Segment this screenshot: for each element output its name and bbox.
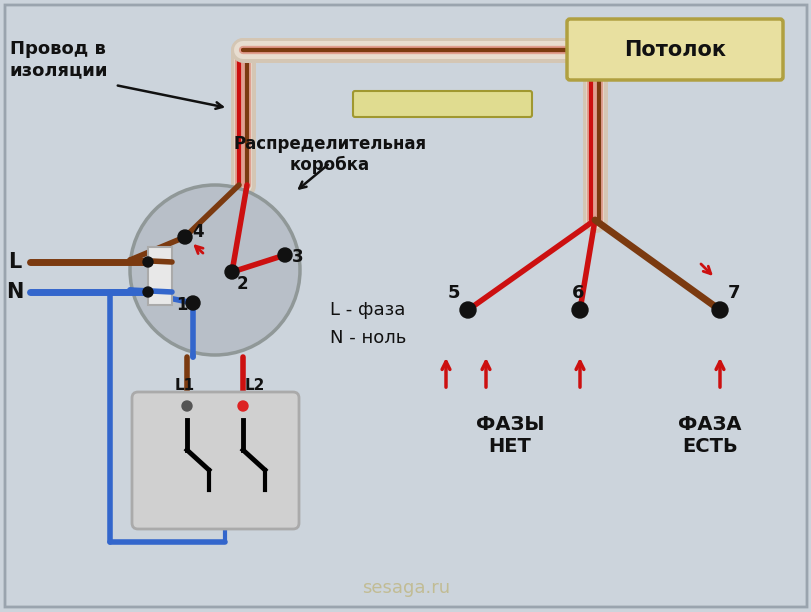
Circle shape (130, 185, 299, 355)
Text: ФАЗЫ
НЕТ: ФАЗЫ НЕТ (475, 415, 543, 456)
Text: ФАЗА
ЕСТЬ: ФАЗА ЕСТЬ (677, 415, 740, 456)
Text: L - фаза: L - фаза (329, 301, 405, 319)
Circle shape (238, 401, 247, 411)
Text: sesaga.ru: sesaga.ru (362, 579, 449, 597)
Text: L1: L1 (175, 378, 195, 393)
FancyBboxPatch shape (353, 91, 531, 117)
Circle shape (182, 401, 191, 411)
Text: 5: 5 (448, 284, 460, 302)
Text: 6: 6 (571, 284, 584, 302)
Circle shape (571, 302, 587, 318)
FancyBboxPatch shape (566, 19, 782, 80)
Text: L2: L2 (245, 378, 265, 393)
Text: Распределительная
коробка: Распределительная коробка (233, 135, 426, 174)
Text: N - ноль: N - ноль (329, 329, 406, 347)
Text: Провод в
изоляции: Провод в изоляции (10, 40, 109, 79)
Text: 3: 3 (292, 248, 303, 266)
Circle shape (225, 265, 238, 279)
FancyBboxPatch shape (5, 5, 806, 607)
Circle shape (711, 302, 727, 318)
FancyBboxPatch shape (148, 247, 172, 305)
FancyBboxPatch shape (132, 392, 298, 529)
Text: Потолок: Потолок (623, 40, 725, 60)
Circle shape (277, 248, 292, 262)
Text: 1: 1 (176, 296, 187, 314)
Circle shape (460, 302, 475, 318)
Text: L: L (8, 252, 22, 272)
Circle shape (143, 287, 152, 297)
Circle shape (178, 230, 191, 244)
Circle shape (186, 296, 200, 310)
Circle shape (143, 257, 152, 267)
Text: 4: 4 (191, 223, 204, 241)
Text: 7: 7 (727, 284, 740, 302)
Text: 2: 2 (237, 275, 248, 293)
Text: N: N (6, 282, 24, 302)
